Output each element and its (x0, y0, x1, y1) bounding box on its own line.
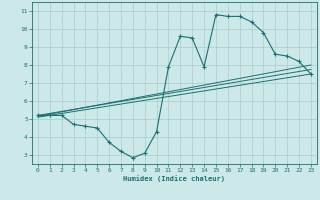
X-axis label: Humidex (Indice chaleur): Humidex (Indice chaleur) (124, 175, 225, 182)
